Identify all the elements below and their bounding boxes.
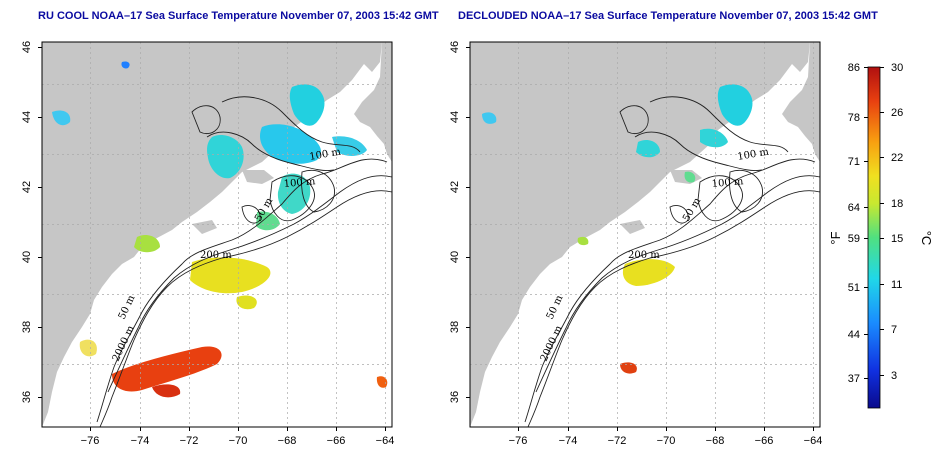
right-lat-tick: 42 [449, 181, 461, 193]
left-lon-axis [90, 427, 386, 431]
celsius-unit-label: °C [919, 231, 934, 246]
left-lat-axis [38, 47, 42, 398]
left-lat-labels: 46 44 42 40 38 36 [21, 41, 33, 403]
fahrenheit-labels: 86 78 71 64 59 51 44 37 [848, 62, 860, 385]
left-lat-tick: 40 [21, 251, 33, 263]
left-lon-tick: −76 [81, 435, 100, 447]
fahrenheit-tick: 71 [848, 156, 860, 168]
left-lat-tick: 38 [21, 321, 33, 333]
fahrenheit-unit-label: °F [828, 231, 843, 244]
celsius-tick: 18 [891, 198, 903, 210]
fahrenheit-tick: 64 [848, 202, 860, 214]
colorbar-ticks [864, 67, 884, 379]
left-lat-tick: 46 [21, 41, 33, 53]
fahrenheit-tick: 86 [848, 62, 860, 74]
left-panel-title: RU COOL NOAA–17 Sea Surface Temperature … [38, 10, 439, 22]
left-lon-tick: −74 [131, 435, 150, 447]
right-lat-tick: 40 [449, 251, 461, 263]
right-lat-tick: 36 [449, 391, 461, 403]
left-lat-tick: 36 [21, 391, 33, 403]
left-sst-data [52, 61, 388, 398]
left-lat-tick: 42 [21, 181, 33, 193]
right-lat-tick: 44 [449, 111, 461, 123]
right-lon-tick: −66 [755, 435, 774, 447]
right-lon-tick: −76 [509, 435, 528, 447]
right-map-panel: 100 m 100 m 50 m 200 m 50 m 2000 m [469, 41, 821, 428]
left-lat-tick: 44 [21, 111, 33, 123]
right-panel-title: DECLOUDED NOAA–17 Sea Surface Temperatur… [458, 10, 878, 22]
right-lon-tick: −70 [657, 435, 676, 447]
right-contour-label-100m-b: 100 m [711, 176, 744, 190]
celsius-tick: 26 [891, 107, 903, 119]
celsius-tick: 30 [891, 62, 903, 74]
right-lat-tick: 38 [449, 321, 461, 333]
left-map-panel: 100 m 100 m 50 m 200 m 50 m 2000 m [41, 41, 393, 428]
left-contour-label-100m-b: 100 m [283, 176, 316, 190]
right-lon-tick: −74 [559, 435, 578, 447]
colorbar-gradient [867, 66, 881, 409]
left-lon-tick: −72 [180, 435, 199, 447]
left-lon-tick: −68 [278, 435, 297, 447]
celsius-tick: 3 [891, 370, 897, 382]
fahrenheit-tick: 59 [848, 233, 860, 245]
left-lon-labels: −76 −74 −72 −70 −68 −66 −64 [81, 435, 395, 447]
right-lon-tick: −68 [706, 435, 725, 447]
right-lon-labels: −76 −74 −72 −70 −68 −66 −64 [509, 435, 823, 447]
right-lat-labels: 46 44 42 40 38 36 [449, 41, 461, 403]
right-contour-label-200m: 200 m [628, 250, 660, 261]
right-sst-data [482, 84, 753, 374]
celsius-tick: 22 [891, 152, 903, 164]
right-lat-tick: 46 [449, 41, 461, 53]
right-lat-axis [466, 47, 470, 398]
left-lon-tick: −64 [376, 435, 395, 447]
fahrenheit-tick: 78 [848, 112, 860, 124]
celsius-tick: 15 [891, 233, 903, 245]
fahrenheit-tick: 37 [848, 373, 860, 385]
left-lon-tick: −66 [327, 435, 346, 447]
celsius-tick: 7 [891, 324, 897, 336]
celsius-tick: 11 [891, 279, 902, 291]
left-contour-label-200m: 200 m [200, 250, 232, 261]
colorbar: 86 78 71 64 59 51 44 37 30 26 22 18 15 1… [828, 62, 934, 409]
fahrenheit-tick: 51 [848, 282, 860, 294]
celsius-labels: 30 26 22 18 15 11 7 3 [891, 62, 903, 382]
fahrenheit-tick: 44 [848, 329, 860, 341]
right-lon-axis [518, 427, 814, 431]
right-lon-tick: −64 [804, 435, 823, 447]
left-lon-tick: −70 [229, 435, 248, 447]
right-lon-tick: −72 [608, 435, 627, 447]
